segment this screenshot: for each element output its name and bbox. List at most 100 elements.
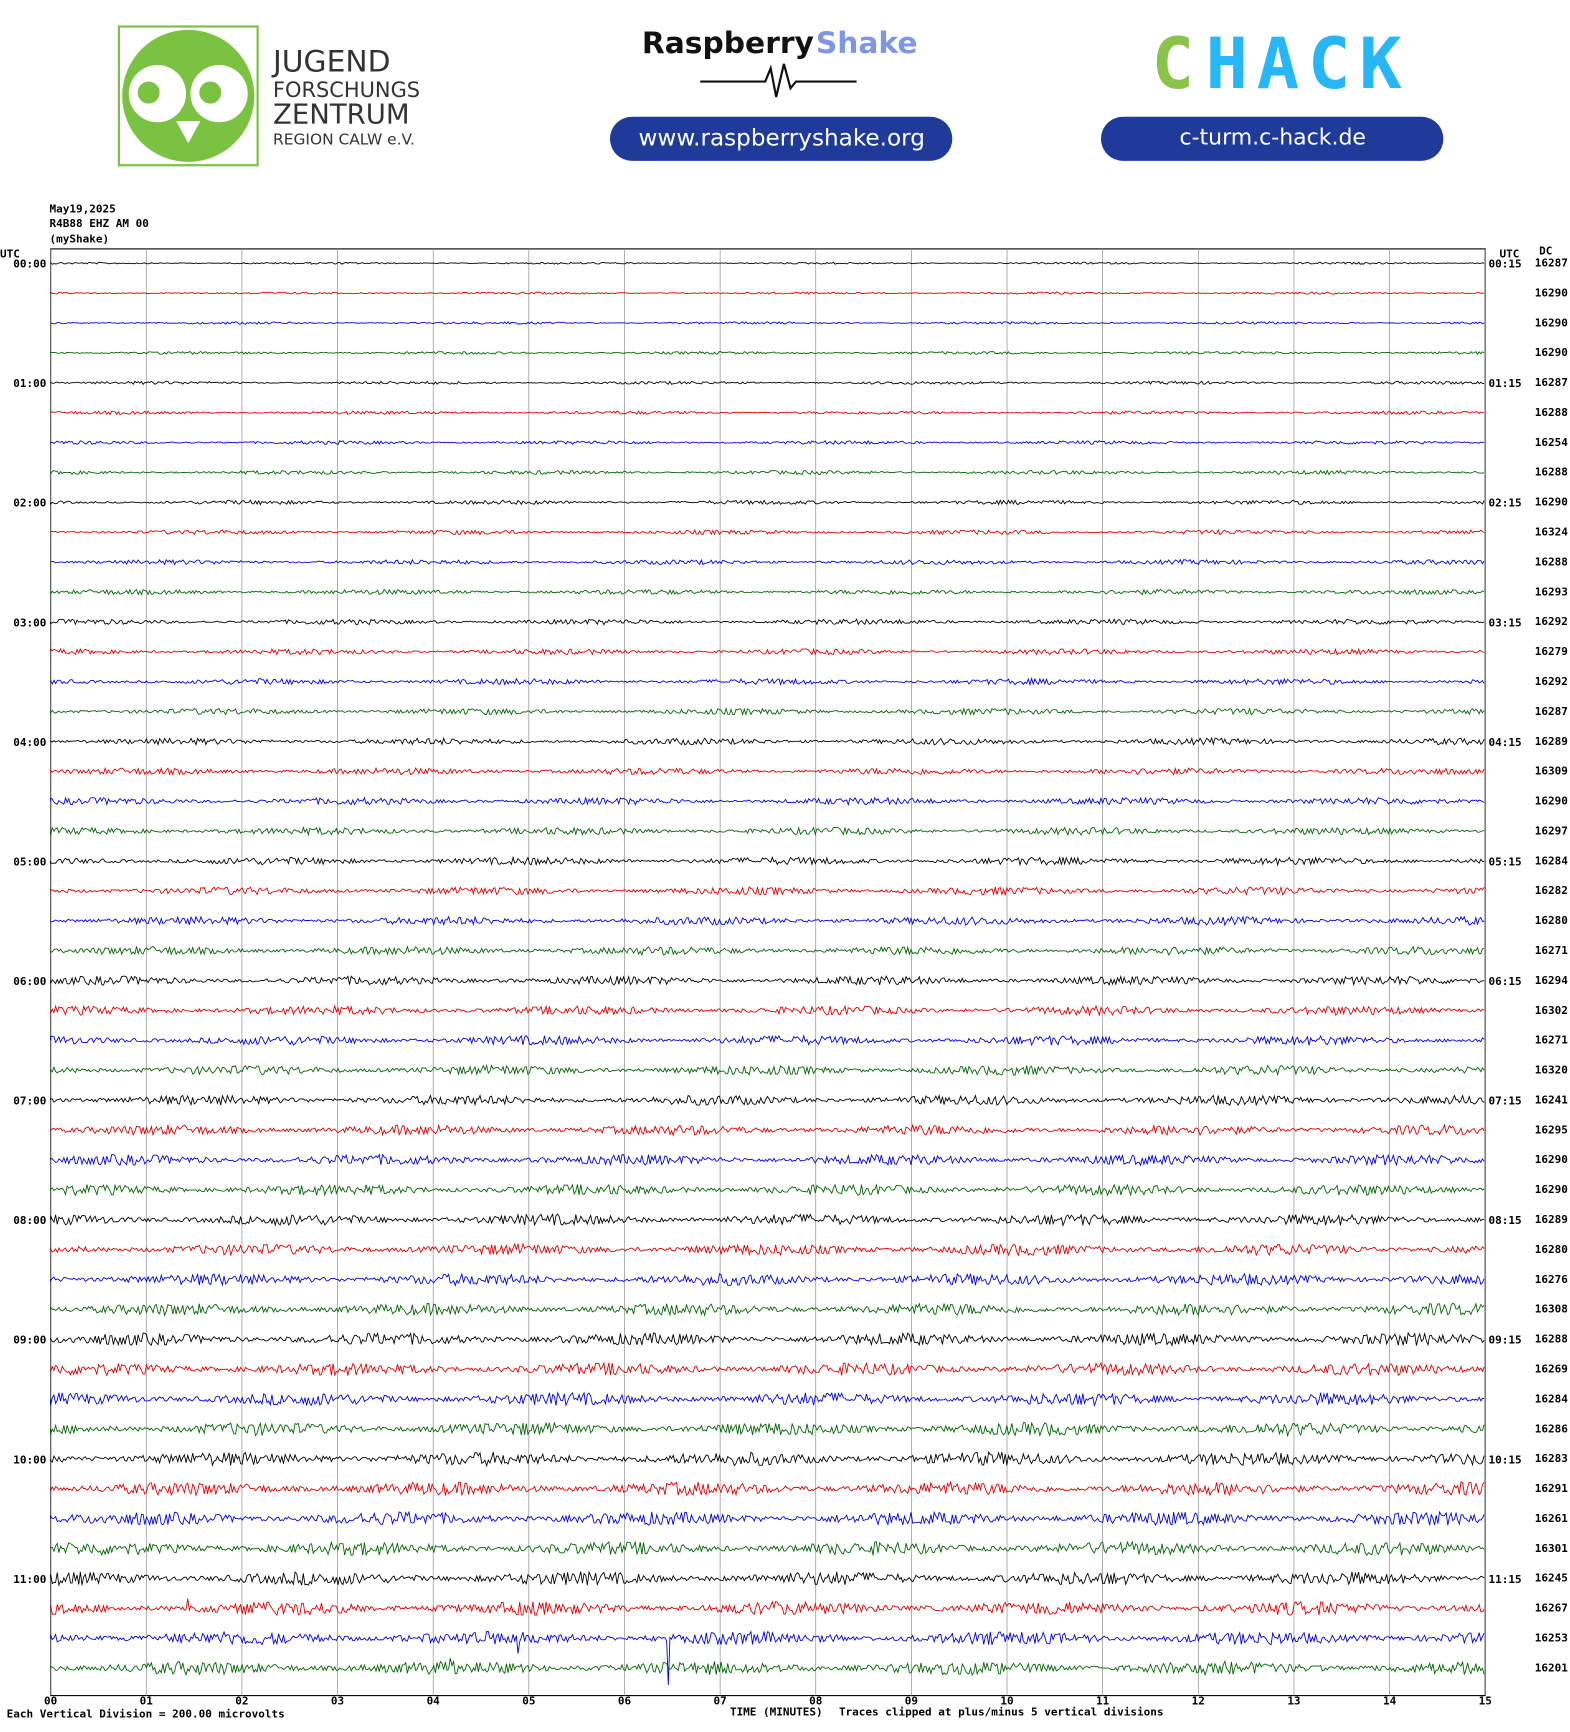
dc-label: 16284 (1535, 1392, 1568, 1405)
org-text: JUGEND (271, 45, 390, 80)
x-tick-label: 09 (905, 1694, 918, 1707)
trace (50, 439, 1485, 446)
left-time-label: 10:00 (13, 1453, 46, 1466)
trace (50, 1361, 1485, 1377)
owl-logo (117, 25, 259, 167)
dc-label: 16291 (1535, 1482, 1568, 1495)
dc-label: 16302 (1535, 1004, 1568, 1017)
x-tick-label: 15 (1479, 1694, 1492, 1707)
x-tick-label: 05 (522, 1694, 535, 1707)
dc-label: 16301 (1535, 1542, 1568, 1555)
dc-label: 16284 (1535, 854, 1568, 867)
trace (50, 1093, 1485, 1107)
trace (50, 974, 1485, 987)
left-time-label: 11:00 (13, 1573, 46, 1586)
dc-label: 16320 (1535, 1064, 1568, 1077)
left-time-label: 04:00 (13, 736, 46, 749)
dc-label: 16288 (1535, 466, 1568, 479)
trace (50, 1480, 1485, 1497)
trace (50, 1421, 1485, 1438)
trace (50, 945, 1485, 957)
right-time-label: 06:15 (1489, 975, 1522, 988)
dc-label: 16267 (1535, 1602, 1568, 1615)
left-time-label: 08:00 (13, 1214, 46, 1227)
trace (50, 291, 1485, 295)
dc-label: 16201 (1535, 1661, 1568, 1674)
trace (50, 1510, 1485, 1527)
rs-word: Raspberry (642, 26, 814, 61)
x-tick-label: 06 (618, 1694, 632, 1707)
trace (50, 1570, 1485, 1587)
chack-pill[interactable] (1100, 116, 1444, 161)
right-time-label: 08:15 (1489, 1214, 1522, 1227)
x-tick-label: 10 (1000, 1694, 1013, 1707)
dc-label: 16290 (1535, 1183, 1568, 1196)
dc-label: 16271 (1535, 944, 1568, 957)
right-time-label: 07:15 (1489, 1095, 1522, 1108)
right-time-label: 03:15 (1489, 616, 1522, 629)
trace (50, 736, 1485, 746)
dc-label: 16290 (1535, 496, 1568, 509)
trace (50, 618, 1485, 626)
trace (50, 1183, 1485, 1197)
trace (50, 1034, 1485, 1047)
dc-label: 16279 (1535, 645, 1568, 658)
dc-label: 16290 (1535, 1153, 1568, 1166)
trace (50, 1123, 1485, 1137)
dc-label: 16297 (1535, 824, 1568, 837)
x-tick-label: 02 (235, 1694, 248, 1707)
scale-note: Each Vertical Division = 200.00 microvol… (7, 1708, 285, 1721)
x-tick-label: 01 (140, 1694, 154, 1707)
rs-url[interactable]: www.raspberryshake.org (639, 125, 925, 151)
dc-label: 16276 (1535, 1273, 1568, 1286)
trace (50, 1153, 1485, 1167)
left-time-label: 01:00 (13, 377, 46, 390)
dc-label: 16282 (1535, 884, 1568, 897)
frame (50, 248, 1486, 1697)
trace (50, 499, 1485, 506)
station: R4B88 EHZ AM 00 (50, 217, 149, 230)
trace (50, 350, 1485, 356)
left-time-label: 03:00 (13, 616, 46, 629)
trace (50, 380, 1485, 386)
trace (50, 826, 1485, 837)
trace (50, 410, 1485, 416)
left-time-label: 06:00 (13, 975, 46, 988)
org-text: ZENTRUM (273, 98, 410, 130)
dc-label: 16294 (1535, 974, 1568, 987)
rs-wave (700, 63, 857, 98)
trace (50, 677, 1485, 687)
dc-label: 16269 (1535, 1363, 1568, 1376)
x-tick-label: 04 (427, 1694, 441, 1707)
right-time-label: 09:15 (1489, 1334, 1522, 1347)
trace (50, 1272, 1485, 1287)
trace (50, 766, 1485, 776)
dc-label: 16288 (1535, 1333, 1568, 1346)
chack-url[interactable]: c-turm.c-hack.de (1179, 125, 1365, 150)
trace (50, 558, 1485, 566)
x-tick-label: 14 (1383, 1694, 1397, 1707)
right-time-label: 05:15 (1489, 855, 1522, 868)
dc-label: 16295 (1535, 1123, 1568, 1136)
right-unit: UTC (1500, 248, 1520, 261)
trace (50, 261, 1485, 265)
org-text: REGION CALW e.V. (273, 130, 415, 148)
right-time-label: 02:15 (1489, 497, 1522, 510)
dc-label: 16287 (1535, 257, 1568, 270)
right-time-label: 04:15 (1489, 736, 1522, 749)
dc-label: 16271 (1535, 1034, 1568, 1047)
x-label: TIME (MINUTES) (730, 1705, 823, 1718)
trace (50, 1450, 1485, 1468)
rs-pill[interactable] (609, 116, 953, 161)
trace (50, 855, 1485, 867)
trace (50, 469, 1485, 476)
left-unit: UTC (0, 248, 20, 261)
trace (50, 1598, 1485, 1617)
dc-label: 16292 (1535, 615, 1568, 628)
trace (50, 1540, 1485, 1557)
trace (50, 915, 1485, 927)
left-time-label: 02:00 (13, 497, 46, 510)
trace (50, 1242, 1485, 1257)
right-time-label: 10:15 (1489, 1453, 1522, 1466)
dc-label: 16241 (1535, 1093, 1568, 1106)
